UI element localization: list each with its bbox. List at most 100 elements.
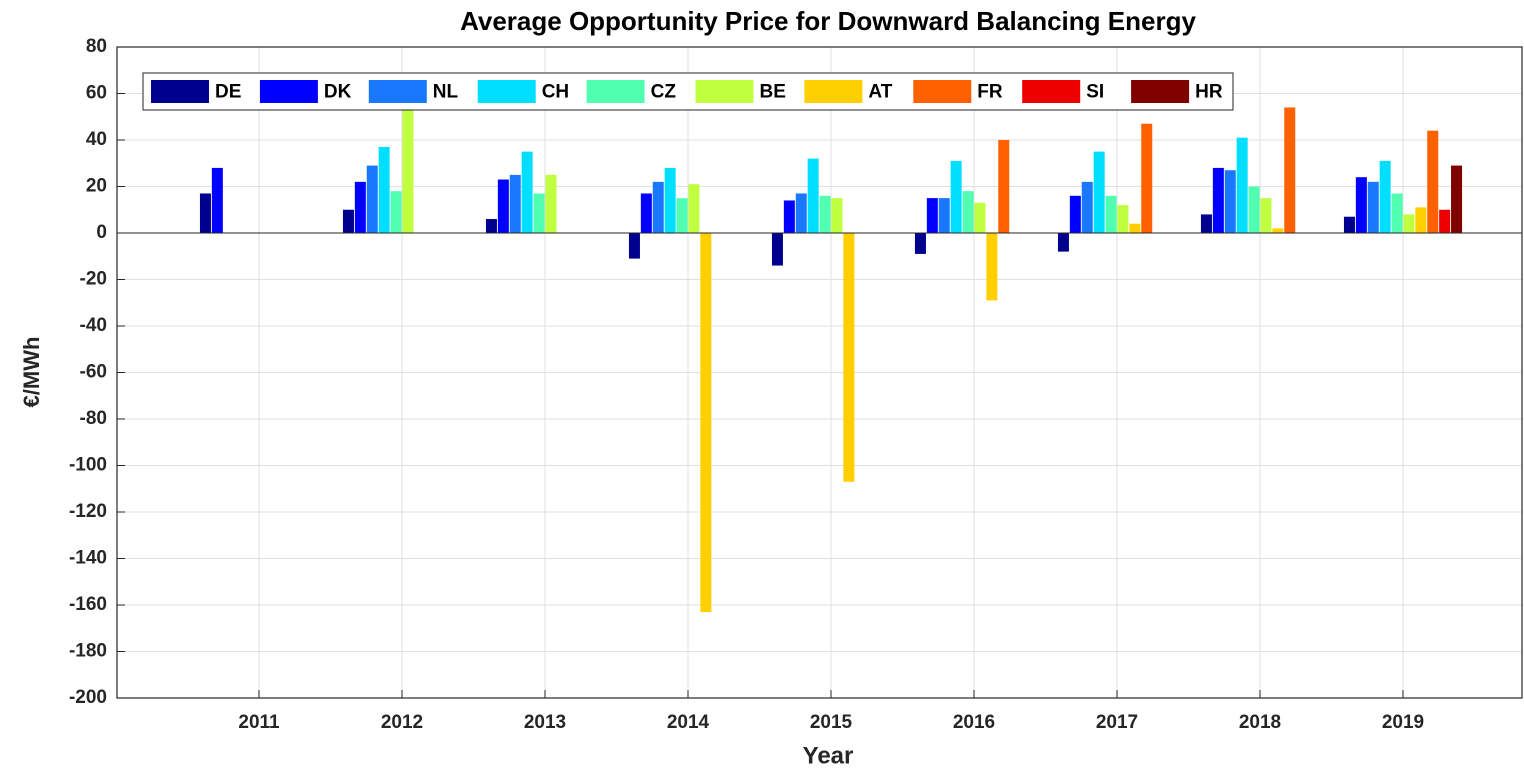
y-tick-label: -60: [80, 362, 107, 383]
bar: [1200, 214, 1212, 233]
x-tick-label: 2017: [1096, 712, 1138, 733]
bar: [926, 198, 938, 233]
legend-label: HR: [1195, 82, 1223, 103]
bar: [509, 174, 521, 233]
y-tick-label: 0: [96, 222, 107, 243]
legend-swatch: [804, 80, 863, 103]
legend-label: DK: [324, 82, 352, 103]
x-tick-label: 2012: [381, 712, 423, 733]
bar: [950, 160, 962, 233]
bar: [771, 233, 783, 266]
y-tick-label: -40: [80, 315, 107, 336]
y-tick-label: -200: [69, 687, 107, 708]
legend-label: CH: [542, 82, 569, 103]
legend-swatch: [586, 80, 645, 103]
x-tick-label: 2019: [1382, 712, 1424, 733]
bar: [1272, 228, 1284, 233]
legend-swatch: [368, 80, 427, 103]
y-tick-label: -80: [80, 408, 107, 429]
bar: [497, 179, 509, 233]
bar: [390, 191, 402, 233]
bar: [533, 193, 545, 233]
legend-label: BE: [760, 82, 786, 103]
y-tick-label: 20: [86, 176, 107, 197]
chart-title: Average Opportunity Price for Downward B…: [460, 6, 1196, 36]
bar: [938, 198, 950, 233]
bar: [1415, 207, 1427, 233]
x-tick-label: 2016: [953, 712, 995, 733]
bar: [354, 181, 366, 233]
legend-swatch: [1022, 80, 1081, 103]
bar: [1367, 181, 1379, 233]
x-tick-label: 2013: [524, 712, 566, 733]
y-tick-label: -120: [69, 501, 107, 522]
bar: [783, 200, 795, 233]
bar: [974, 202, 986, 233]
bar: [688, 184, 700, 233]
plot-frame: [116, 46, 1523, 699]
bar: [199, 193, 211, 233]
bar: [1439, 209, 1451, 233]
legend-swatch: [259, 80, 318, 103]
bar: [640, 193, 652, 233]
bar: [1105, 195, 1117, 233]
bar: [807, 158, 819, 233]
bar: [366, 165, 378, 233]
legend-swatch: [913, 80, 972, 103]
bar: [1057, 233, 1069, 252]
y-tick-label: -160: [69, 594, 107, 615]
legend-swatch: [477, 80, 536, 103]
legend-swatch: [695, 80, 754, 103]
legend-label: SI: [1086, 82, 1104, 103]
y-tick-label: -180: [69, 641, 107, 662]
bar: [402, 100, 414, 233]
legend-swatch: [151, 80, 209, 103]
bar: [342, 209, 354, 233]
bar: [1236, 137, 1248, 233]
bar: [1224, 170, 1236, 233]
bar: [795, 193, 807, 233]
y-tick-label: -100: [69, 455, 107, 476]
bar: [831, 198, 843, 233]
bar: [998, 140, 1010, 233]
bar: [1451, 165, 1463, 233]
y-axis-label: €/MWh: [19, 337, 44, 408]
bar: [1403, 214, 1415, 233]
x-tick-label: 2018: [1239, 712, 1281, 733]
bar: [1081, 181, 1093, 233]
y-tick-label: 40: [86, 129, 107, 150]
legend-label: NL: [433, 82, 459, 103]
bar: [1427, 130, 1439, 233]
bar: [676, 198, 688, 233]
y-tick-label: -20: [80, 269, 107, 290]
bar: [1129, 223, 1141, 233]
bar: [700, 233, 712, 612]
bar: [1212, 167, 1224, 233]
bar: [1391, 193, 1403, 233]
legend-label: CZ: [651, 82, 677, 103]
bar: [1093, 151, 1105, 233]
bar: [652, 181, 664, 233]
bar: [1343, 216, 1355, 233]
bar: [378, 146, 390, 233]
bar: [485, 219, 497, 233]
legend-label: FR: [977, 82, 1003, 103]
bar: [664, 167, 676, 233]
bar: [1069, 195, 1081, 233]
y-tick-label: 80: [86, 36, 107, 57]
y-tick-label: 60: [86, 83, 107, 104]
x-tick-label: 2011: [238, 712, 280, 733]
bar: [1141, 123, 1153, 233]
x-tick-label: 2015: [810, 712, 853, 733]
bar: [1260, 198, 1272, 233]
bar: [843, 233, 855, 482]
x-axis-label: Year: [803, 742, 854, 769]
bar: [1355, 177, 1367, 233]
x-tick-label: 2014: [667, 712, 710, 733]
bar: [914, 233, 926, 254]
legend-label: AT: [868, 82, 892, 103]
bar: [211, 167, 223, 233]
bar: [628, 233, 640, 259]
